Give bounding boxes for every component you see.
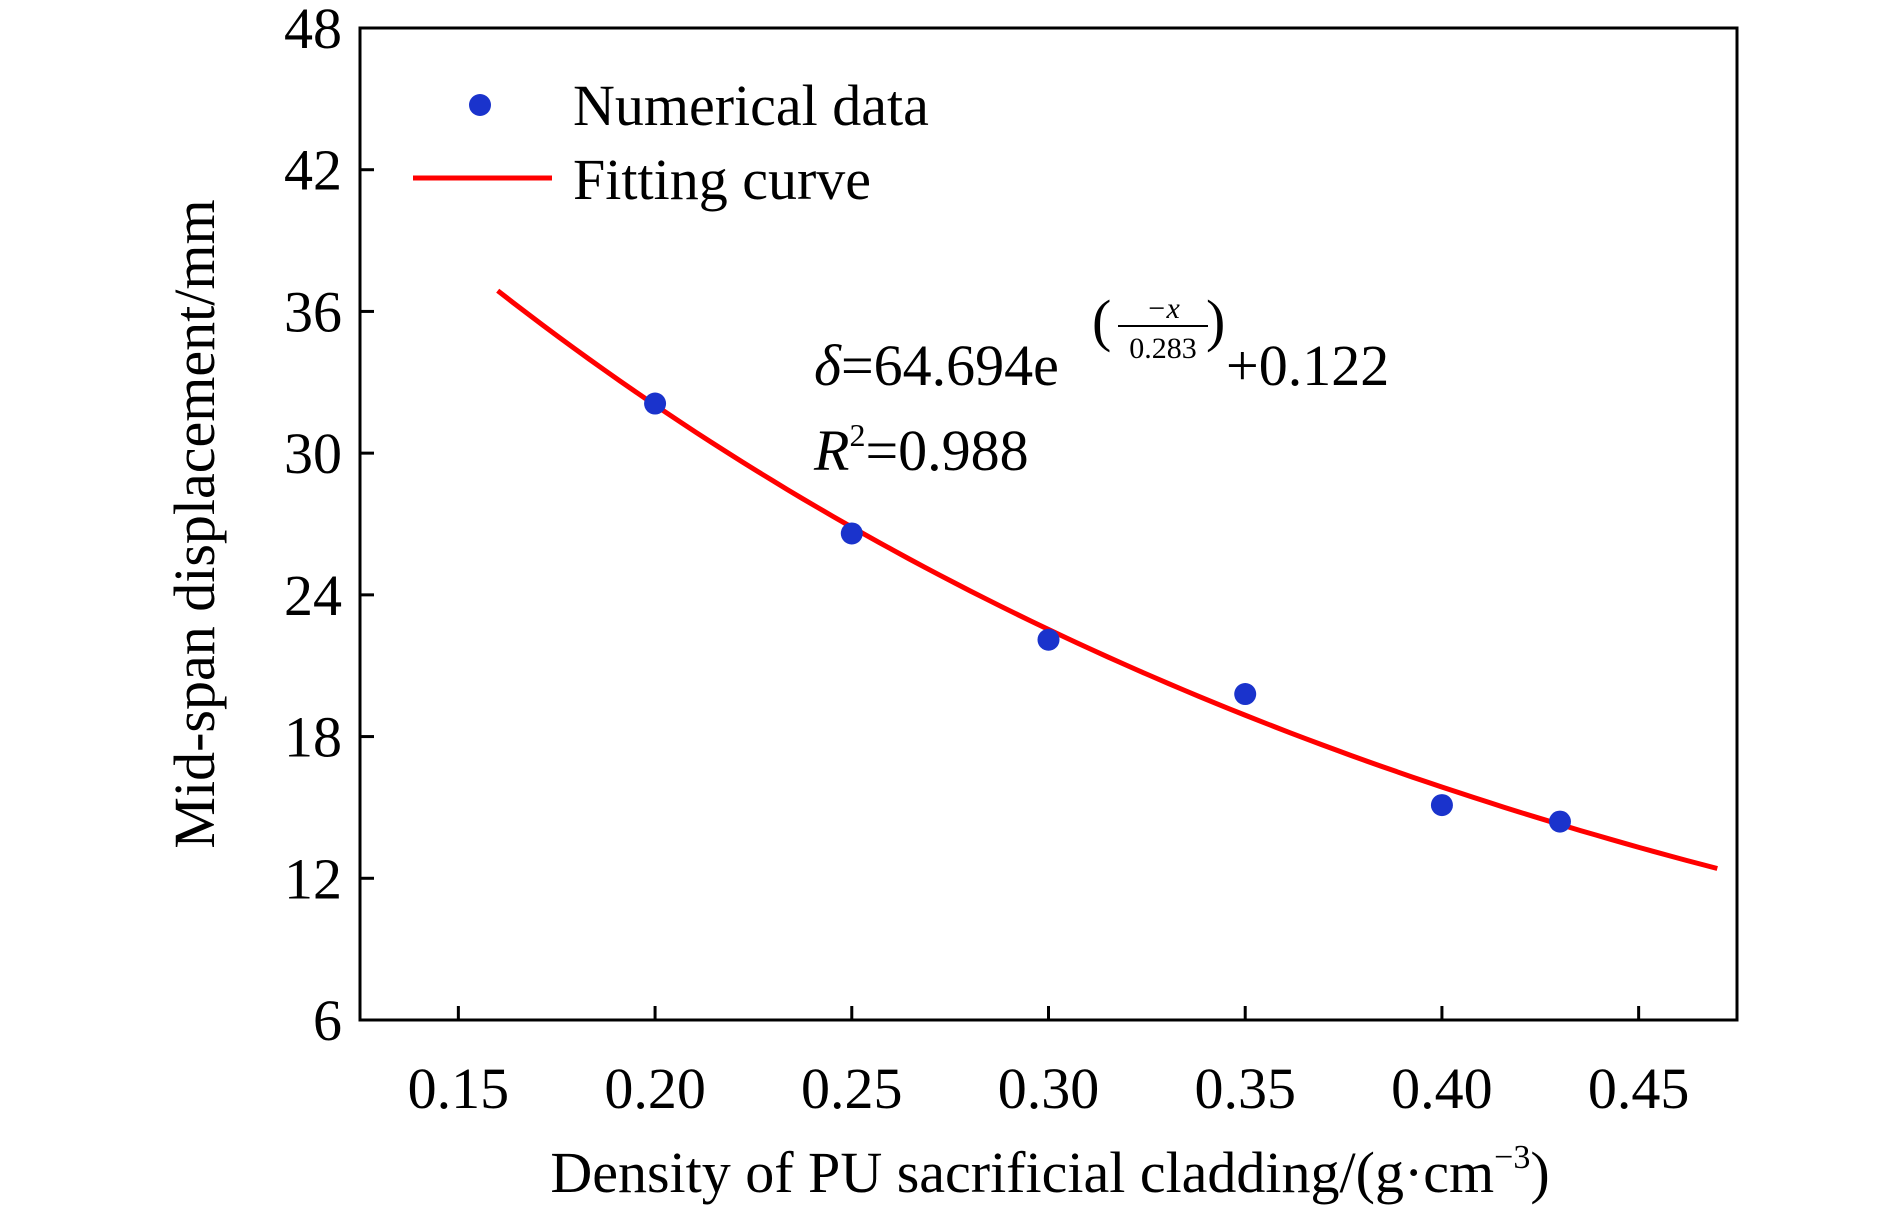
data-point [1430,794,1453,817]
x-tick-label: 0.20 [604,1056,706,1121]
y-tick-label: 30 [284,421,342,486]
y-axis-title: Mid-span displacement/mm [162,199,227,848]
eq-exp-denominator: 0.283 [1129,332,1197,365]
y-tick-label: 48 [284,0,342,61]
y-tick-label: 42 [284,138,342,203]
eq-r: R [813,418,849,483]
y-tick-label: 36 [284,279,342,344]
legend-label-numerical-data: Numerical data [573,73,929,138]
y-tick-label: 24 [284,563,342,628]
eq-delta: δ [814,333,842,398]
x-tick-label: 0.35 [1194,1056,1296,1121]
numerical-data-points [644,392,1571,833]
data-point [644,392,667,415]
y-tick-label: 6 [313,988,342,1053]
x-axis: 0.15 0.20 0.25 0.30 0.35 0.40 0.45 [408,1006,1690,1121]
x-tick-label: 0.45 [1588,1056,1690,1121]
y-tick-label: 12 [284,846,342,911]
svg-text:R2=0.988: R2=0.988 [813,417,1029,483]
eq-exp-numerator: −x [1146,292,1180,325]
x-tick-label: 0.15 [408,1056,510,1121]
y-axis: 6 12 18 24 30 36 42 48 [284,0,374,1053]
x-tick-label: 0.30 [998,1056,1100,1121]
legend: Numerical data Fitting curve [413,73,929,212]
legend-label-fitting-curve: Fitting curve [573,147,871,212]
y-tick-label: 18 [284,705,342,770]
eq-close-paren: ) [1206,288,1225,353]
eq-r-sup: 2 [849,417,865,453]
eq-r-tail: =0.988 [865,418,1028,483]
legend-marker-numerical-data [469,94,491,116]
x-axis-title-sup: −3 [1494,1139,1530,1176]
data-point [840,522,863,545]
plot-frame [358,26,1739,1022]
fit-equation: δ=64.694e ( −x 0.283 ) +0.122 R2=0.988 [813,288,1389,483]
x-tick-label: 0.25 [801,1056,903,1121]
x-tick-label: 0.40 [1391,1056,1493,1121]
svg-text:δ=64.694e: δ=64.694e [814,333,1059,398]
eq-main: =64.694e [841,333,1059,398]
fitting-curve [496,288,1718,871]
x-axis-title-main: Density of PU sacrificial cladding/(g·cm [550,1140,1494,1205]
data-point [1548,810,1571,833]
data-point [1037,628,1060,651]
eq-tail: +0.122 [1226,333,1389,398]
x-axis-title: Density of PU sacrificial cladding/(g·cm… [550,1139,1549,1205]
eq-open-paren: ( [1092,288,1111,353]
data-point [1234,683,1257,706]
x-axis-title-tail: ) [1530,1140,1549,1205]
